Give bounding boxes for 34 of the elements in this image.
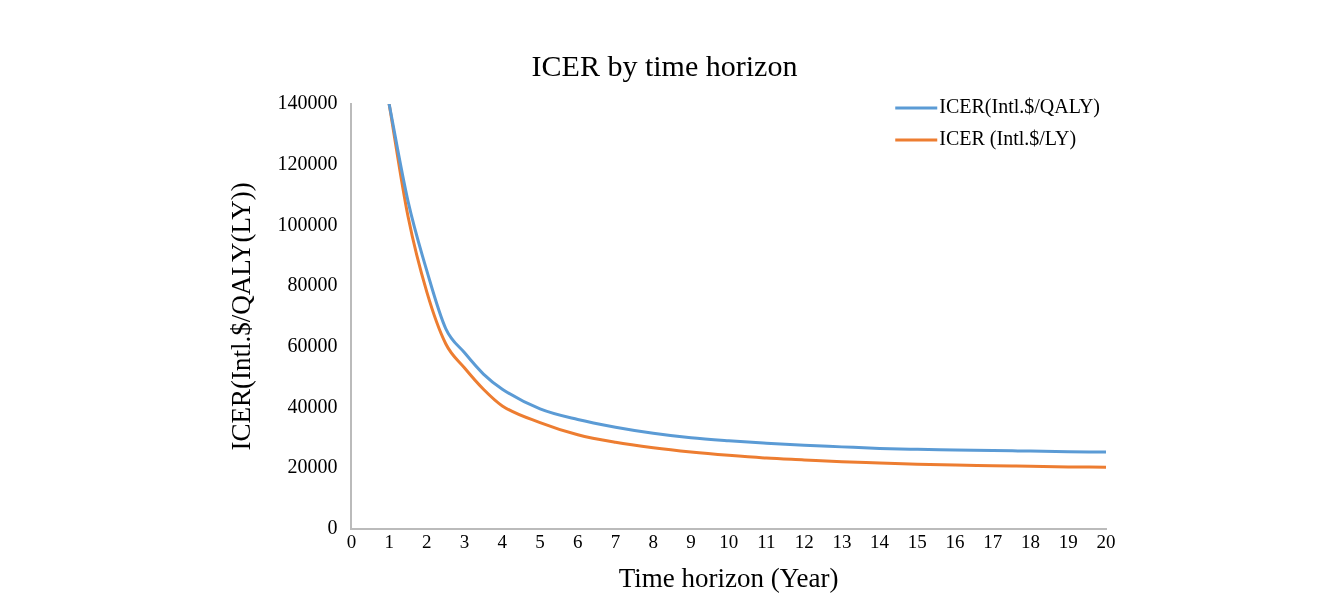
x-tick-label: 12 <box>794 531 814 553</box>
y-tick-label: 20000 <box>287 455 338 478</box>
x-tick-label: 16 <box>945 531 965 553</box>
y-axis-title: ICER(Intl.$/QALY(LY)) <box>226 182 257 451</box>
x-tick-label: 13 <box>832 531 852 553</box>
chart-title: ICER by time horizon <box>531 48 798 82</box>
x-axis-title: Time horizon (Year) <box>618 562 839 593</box>
x-tick-label: 20 <box>1096 531 1116 553</box>
x-tick-label: 9 <box>686 531 696 553</box>
x-tick-label: 8 <box>648 531 658 553</box>
x-tick-label: 10 <box>719 531 739 553</box>
x-tick-label: 5 <box>535 531 545 553</box>
x-tick-label: 11 <box>757 531 776 553</box>
x-tick-label: 19 <box>1058 531 1078 553</box>
y-tick-label: 120000 <box>277 151 338 174</box>
y-tick-label: 140000 <box>277 91 338 114</box>
y-tick-label: 0 <box>327 516 338 539</box>
y-tick-label: 60000 <box>287 333 338 356</box>
x-tick-label: 15 <box>907 531 927 553</box>
x-tick-label: 4 <box>497 531 508 553</box>
x-tick-label: 3 <box>459 531 470 553</box>
x-tick-label: 0 <box>346 531 357 553</box>
x-tick-label: 2 <box>422 531 432 553</box>
y-tick-label: 100000 <box>277 212 338 235</box>
y-tick-label: 40000 <box>287 394 338 417</box>
y-tick-label: 80000 <box>287 273 338 296</box>
x-tick-label: 17 <box>983 531 1003 553</box>
legend-label: ICER (Intl.$/LY) <box>939 127 1077 151</box>
x-tick-label: 6 <box>573 531 583 553</box>
x-tick-label: 14 <box>870 531 890 553</box>
x-tick-label: 18 <box>1021 531 1041 553</box>
x-tick-label: 7 <box>610 531 621 553</box>
legend-label: ICER(Intl.$/QALY) <box>939 95 1101 119</box>
x-tick-label: 1 <box>384 531 394 553</box>
